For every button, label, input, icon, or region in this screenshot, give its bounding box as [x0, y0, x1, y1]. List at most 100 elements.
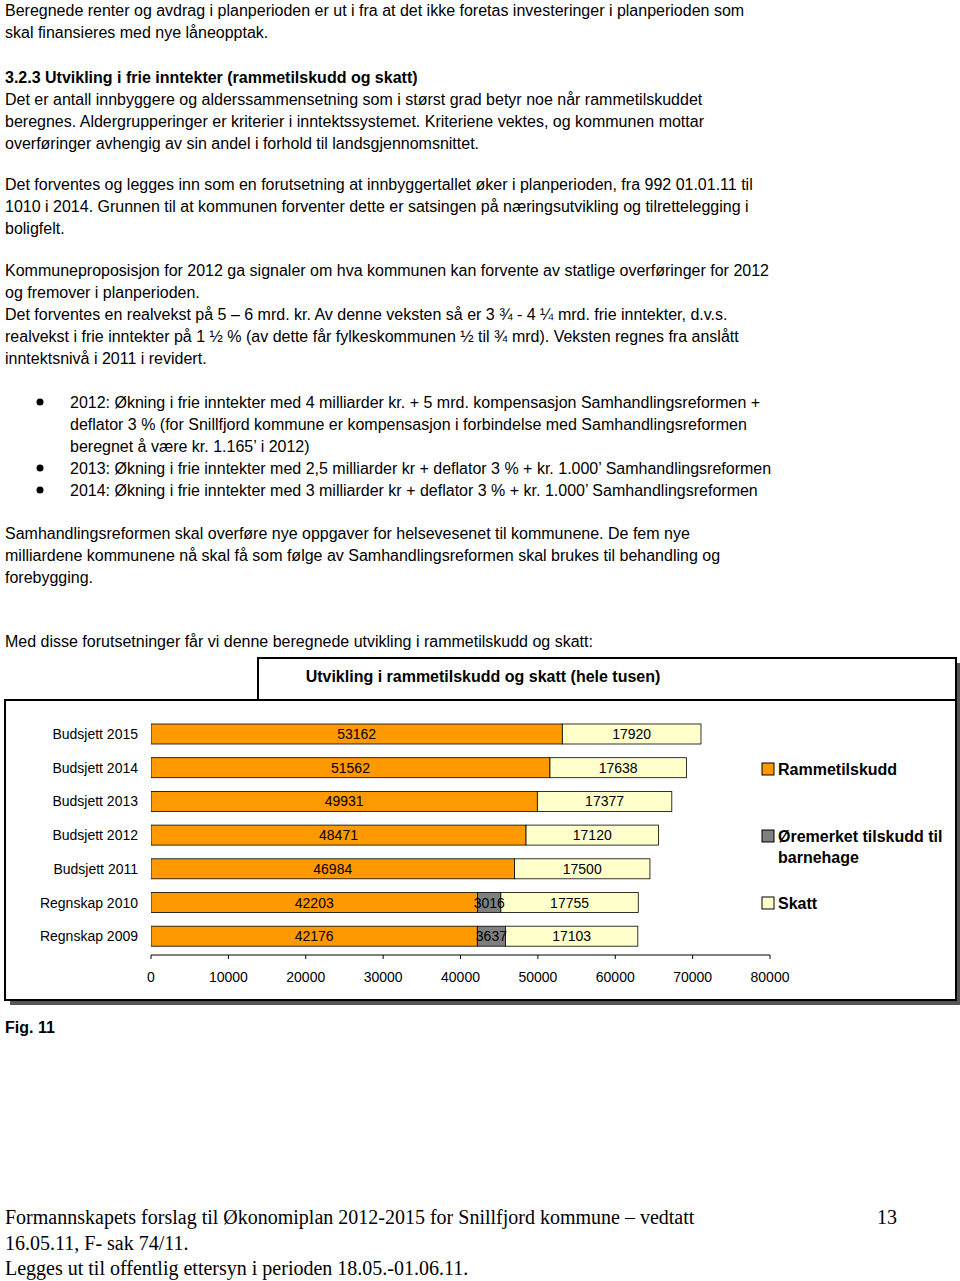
chart-title: Utvikling i rammetilskudd og skatt (hele… [306, 668, 661, 685]
bar-segment [151, 724, 562, 744]
page: Beregnede renter og avdrag i planperiode… [0, 0, 960, 1281]
paragraph-line: Med disse forutsetninger får vi denne be… [5, 633, 593, 650]
data-label: 17120 [573, 827, 612, 843]
footer-line: Formannskapets forslag til Økonomiplan 2… [5, 1206, 695, 1229]
data-label: 17755 [550, 895, 589, 911]
data-label: 17920 [612, 726, 651, 742]
legend-label: Skatt [778, 895, 818, 912]
legend-swatch [762, 897, 774, 909]
data-labels: 5316217920515621763849931173774847117120… [295, 726, 652, 944]
data-label: 53162 [337, 726, 376, 742]
footer-line: 16.05.11, F- sak 74/11. [5, 1232, 189, 1254]
bar-segment [151, 859, 515, 879]
paragraph-line: inntektsnivå i 2011 i revidert. [5, 350, 207, 367]
paragraph-line: forebygging. [5, 569, 93, 586]
data-label: 17638 [599, 760, 638, 776]
legend-label: Rammetilskudd [778, 761, 897, 778]
data-label: 17377 [585, 793, 624, 809]
paragraph-line: 1010 i 2014. Grunnen til at kommunen for… [5, 198, 749, 215]
bar-segment [501, 893, 638, 913]
legend-label-line: Skatt [778, 895, 818, 912]
chart-frame [5, 700, 956, 1000]
legend-label-line: Øremerket tilskudd til [778, 828, 943, 845]
legend-swatch [762, 830, 774, 842]
paragraph-line: Samhandlingsreformen skal overføre nye o… [5, 525, 690, 542]
title-frame [258, 658, 956, 700]
x-tick-label: 30000 [364, 969, 403, 985]
bars [151, 724, 701, 946]
bar-segment [151, 825, 526, 845]
x-tick-label: 50000 [518, 969, 557, 985]
paragraph-line: Beregnede renter og avdrag i planperiode… [5, 2, 744, 19]
bar-segment [562, 724, 701, 744]
x-tick-label: 10000 [209, 969, 248, 985]
bar-segment [537, 791, 671, 811]
paragraph-line: milliardene kommunene nå skal få som føl… [5, 547, 720, 564]
x-tick-label: 80000 [751, 969, 790, 985]
category-label: Budsjett 2011 [53, 861, 138, 877]
x-tick-label: 20000 [286, 969, 325, 985]
bar-segment [151, 791, 537, 811]
category-label: Budsjett 2014 [52, 760, 138, 776]
bar-segment [151, 758, 550, 778]
data-label: 49931 [325, 793, 364, 809]
data-label: 46984 [313, 861, 352, 877]
footer-line: Legges ut til offentlig ettersyn i perio… [5, 1257, 468, 1280]
x-tick [383, 955, 384, 959]
bar-segment [526, 825, 658, 845]
x-tick [537, 955, 538, 959]
paragraph-line: boligfelt. [5, 220, 65, 237]
data-label: 17500 [563, 861, 602, 877]
bar-segment [550, 758, 686, 778]
x-tick-label: 70000 [673, 969, 712, 985]
x-tick [228, 955, 229, 959]
data-label: 48471 [319, 827, 358, 843]
x-tick [460, 955, 461, 959]
bullet-text: beregnet å være kr. 1.165’ i 2012) [70, 438, 310, 455]
chart: Utvikling i rammetilskudd og skatt (hele… [5, 658, 960, 1005]
paragraph-line: Kommuneproposisjon for 2012 ga signaler … [5, 262, 769, 279]
bar-segment [151, 893, 478, 913]
bullet-text: 2012: Økning i frie inntekter med 4 mill… [70, 394, 760, 411]
paragraph-line: Det er antall innbyggere og alderssammen… [5, 91, 703, 108]
category-label: Budsjett 2013 [52, 793, 138, 809]
legend-label: Øremerket tilskudd til barnehage [778, 828, 943, 866]
legend-swatch [762, 763, 774, 775]
bar-segment [151, 926, 477, 946]
heading: 3.2.3 Utvikling i frie inntekter (rammet… [5, 69, 418, 86]
paragraph-line: realvekst i frie inntekter på 1 ½ % (av … [5, 328, 739, 345]
figure-caption: Fig. 11 [5, 1019, 55, 1036]
data-label: 3016 [474, 895, 505, 911]
x-tick-label: 40000 [441, 969, 480, 985]
bullet-dot [37, 399, 44, 406]
paragraph-line: skal finansieres med nye låneopptak. [5, 24, 268, 41]
paragraph-line: og fremover i planperioden. [5, 284, 200, 301]
legend-label-line: barnehage [778, 849, 859, 866]
bar-segment [505, 926, 637, 946]
legend-label-line: Rammetilskudd [778, 761, 897, 778]
paragraph-line: Det forventes en realvekst på 5 – 6 mrd.… [5, 306, 727, 323]
bullet-text: 2014: Økning i frie inntekter med 3 mill… [70, 482, 758, 499]
x-tick [770, 955, 771, 959]
x-tick [615, 955, 616, 959]
bullet-dot [37, 465, 44, 472]
bar-segment [515, 859, 650, 879]
paragraph-line: overføringer avhengig av sin andel i for… [5, 135, 479, 152]
category-label: Regnskap 2009 [40, 928, 138, 944]
data-label: 42203 [295, 895, 334, 911]
paragraph-line: Det forventes og legges inn som en forut… [5, 176, 753, 193]
data-label: 17103 [552, 928, 591, 944]
x-tick-label: 60000 [596, 969, 635, 985]
bullet-text: deflator 3 % (for Snillfjord kommune er … [70, 416, 747, 433]
x-tick [305, 955, 306, 959]
x-tick [692, 955, 693, 959]
category-label: Regnskap 2010 [40, 895, 138, 911]
x-tick [151, 955, 152, 959]
data-label: 42176 [295, 928, 334, 944]
bullet-text: 2013: Økning i frie inntekter med 2,5 mi… [70, 460, 771, 477]
x-tick-label: 0 [147, 969, 155, 985]
bullet-dot [37, 487, 44, 494]
legend: Rammetilskudd Øremerket tilskudd til barne… [762, 761, 943, 912]
paragraph-line: beregnes. Aldergrupperinger er kriterier… [5, 113, 705, 130]
data-label: 3637 [476, 928, 507, 944]
